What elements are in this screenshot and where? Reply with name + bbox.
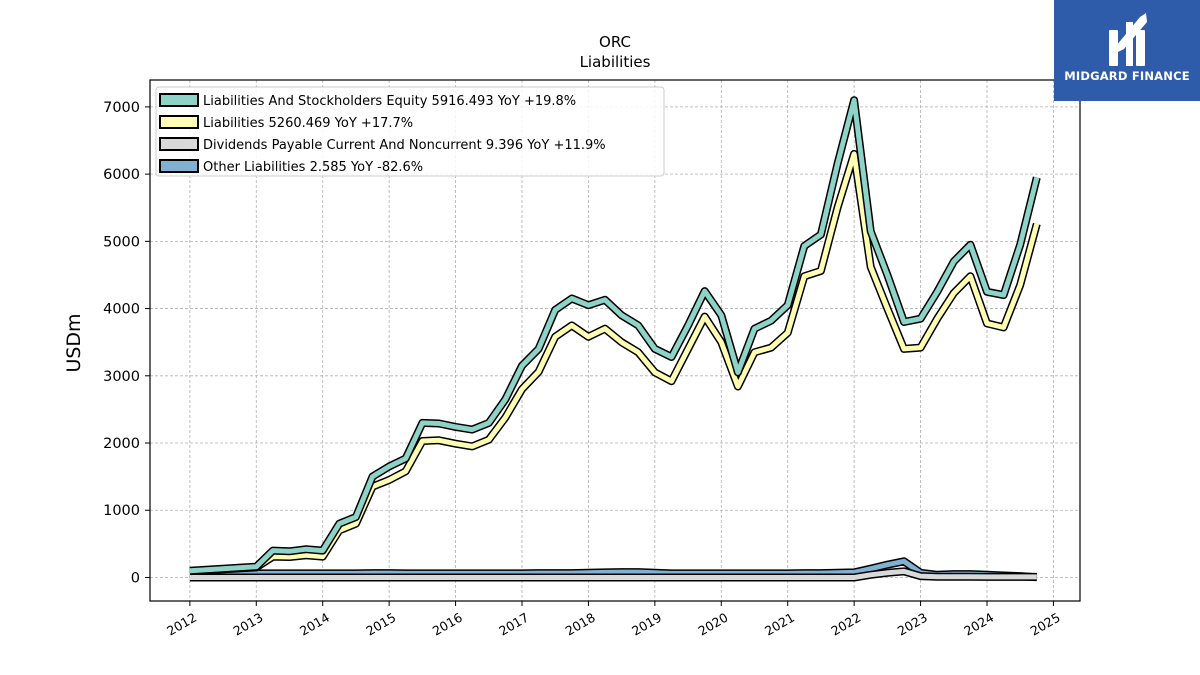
y-tick-label: 6000 [103, 167, 140, 183]
legend-box [155, 86, 665, 177]
x-tick-label: 2014 [297, 610, 332, 639]
x-tick-label: 2012 [164, 610, 199, 639]
legend-label-liabilities_and_equity: Liabilities And Stockholders Equity 5916… [203, 94, 576, 109]
series-dividends-line [189, 568, 1037, 580]
series-layer [189, 96, 1041, 582]
x-tick-label: 2025 [1028, 610, 1063, 639]
midgard-finance-logo: MIDGARD FINANCE [1054, 0, 1200, 101]
y-tick-label: 3000 [103, 369, 140, 385]
x-tick-label: 2017 [496, 610, 531, 639]
y-tick-label: 0 [131, 570, 140, 586]
chart-subtitle: Liabilities [580, 53, 651, 71]
y-tick-label: 7000 [103, 100, 140, 116]
midgard-logo-mark-icon [1109, 13, 1147, 66]
x-tick-label: 2015 [363, 610, 398, 639]
legend-label-dividends: Dividends Payable Current And Noncurrent… [203, 138, 606, 153]
x-tick-label: 2023 [895, 610, 930, 639]
series-other-line [189, 558, 1037, 580]
chart-title: ORC [599, 33, 631, 51]
logo-text: MIDGARD FINANCE [1064, 69, 1190, 83]
legend: Liabilities And Stockholders Equity 5916… [155, 86, 665, 177]
y-axis-label: USDm [63, 313, 85, 372]
y-tick-label: 1000 [103, 503, 140, 519]
x-tick-label: 2024 [961, 610, 996, 639]
x-tick-label: 2020 [696, 610, 731, 639]
x-tick-label: 2013 [231, 610, 266, 639]
y-tick-label: 2000 [103, 436, 140, 452]
y-tick-label: 4000 [103, 302, 140, 318]
series-liabilities-outline [189, 149, 1041, 576]
plot-frame [149, 79, 1081, 602]
x-tick-label: 2016 [430, 610, 465, 639]
legend-swatch-liabilities [159, 115, 199, 129]
legend-label-other: Other Liabilities 2.585 YoY -82.6% [203, 160, 423, 175]
x-tick-label: 2022 [828, 610, 863, 639]
x-tick-label: 2018 [563, 610, 598, 639]
series-liabilities-line [189, 151, 1040, 574]
y-tick-label: 5000 [103, 234, 140, 250]
series-liabilities_and_equity-line [189, 97, 1040, 574]
legend-swatch-other [159, 159, 199, 173]
legend-swatch-dividends [159, 137, 199, 151]
x-tick-label: 2019 [629, 610, 664, 639]
x-tick-label: 2021 [762, 610, 797, 639]
legend-label-liabilities: Liabilities 5260.469 YoY +17.7% [203, 116, 413, 131]
legend-swatch-liabilities_and_equity [159, 93, 199, 107]
